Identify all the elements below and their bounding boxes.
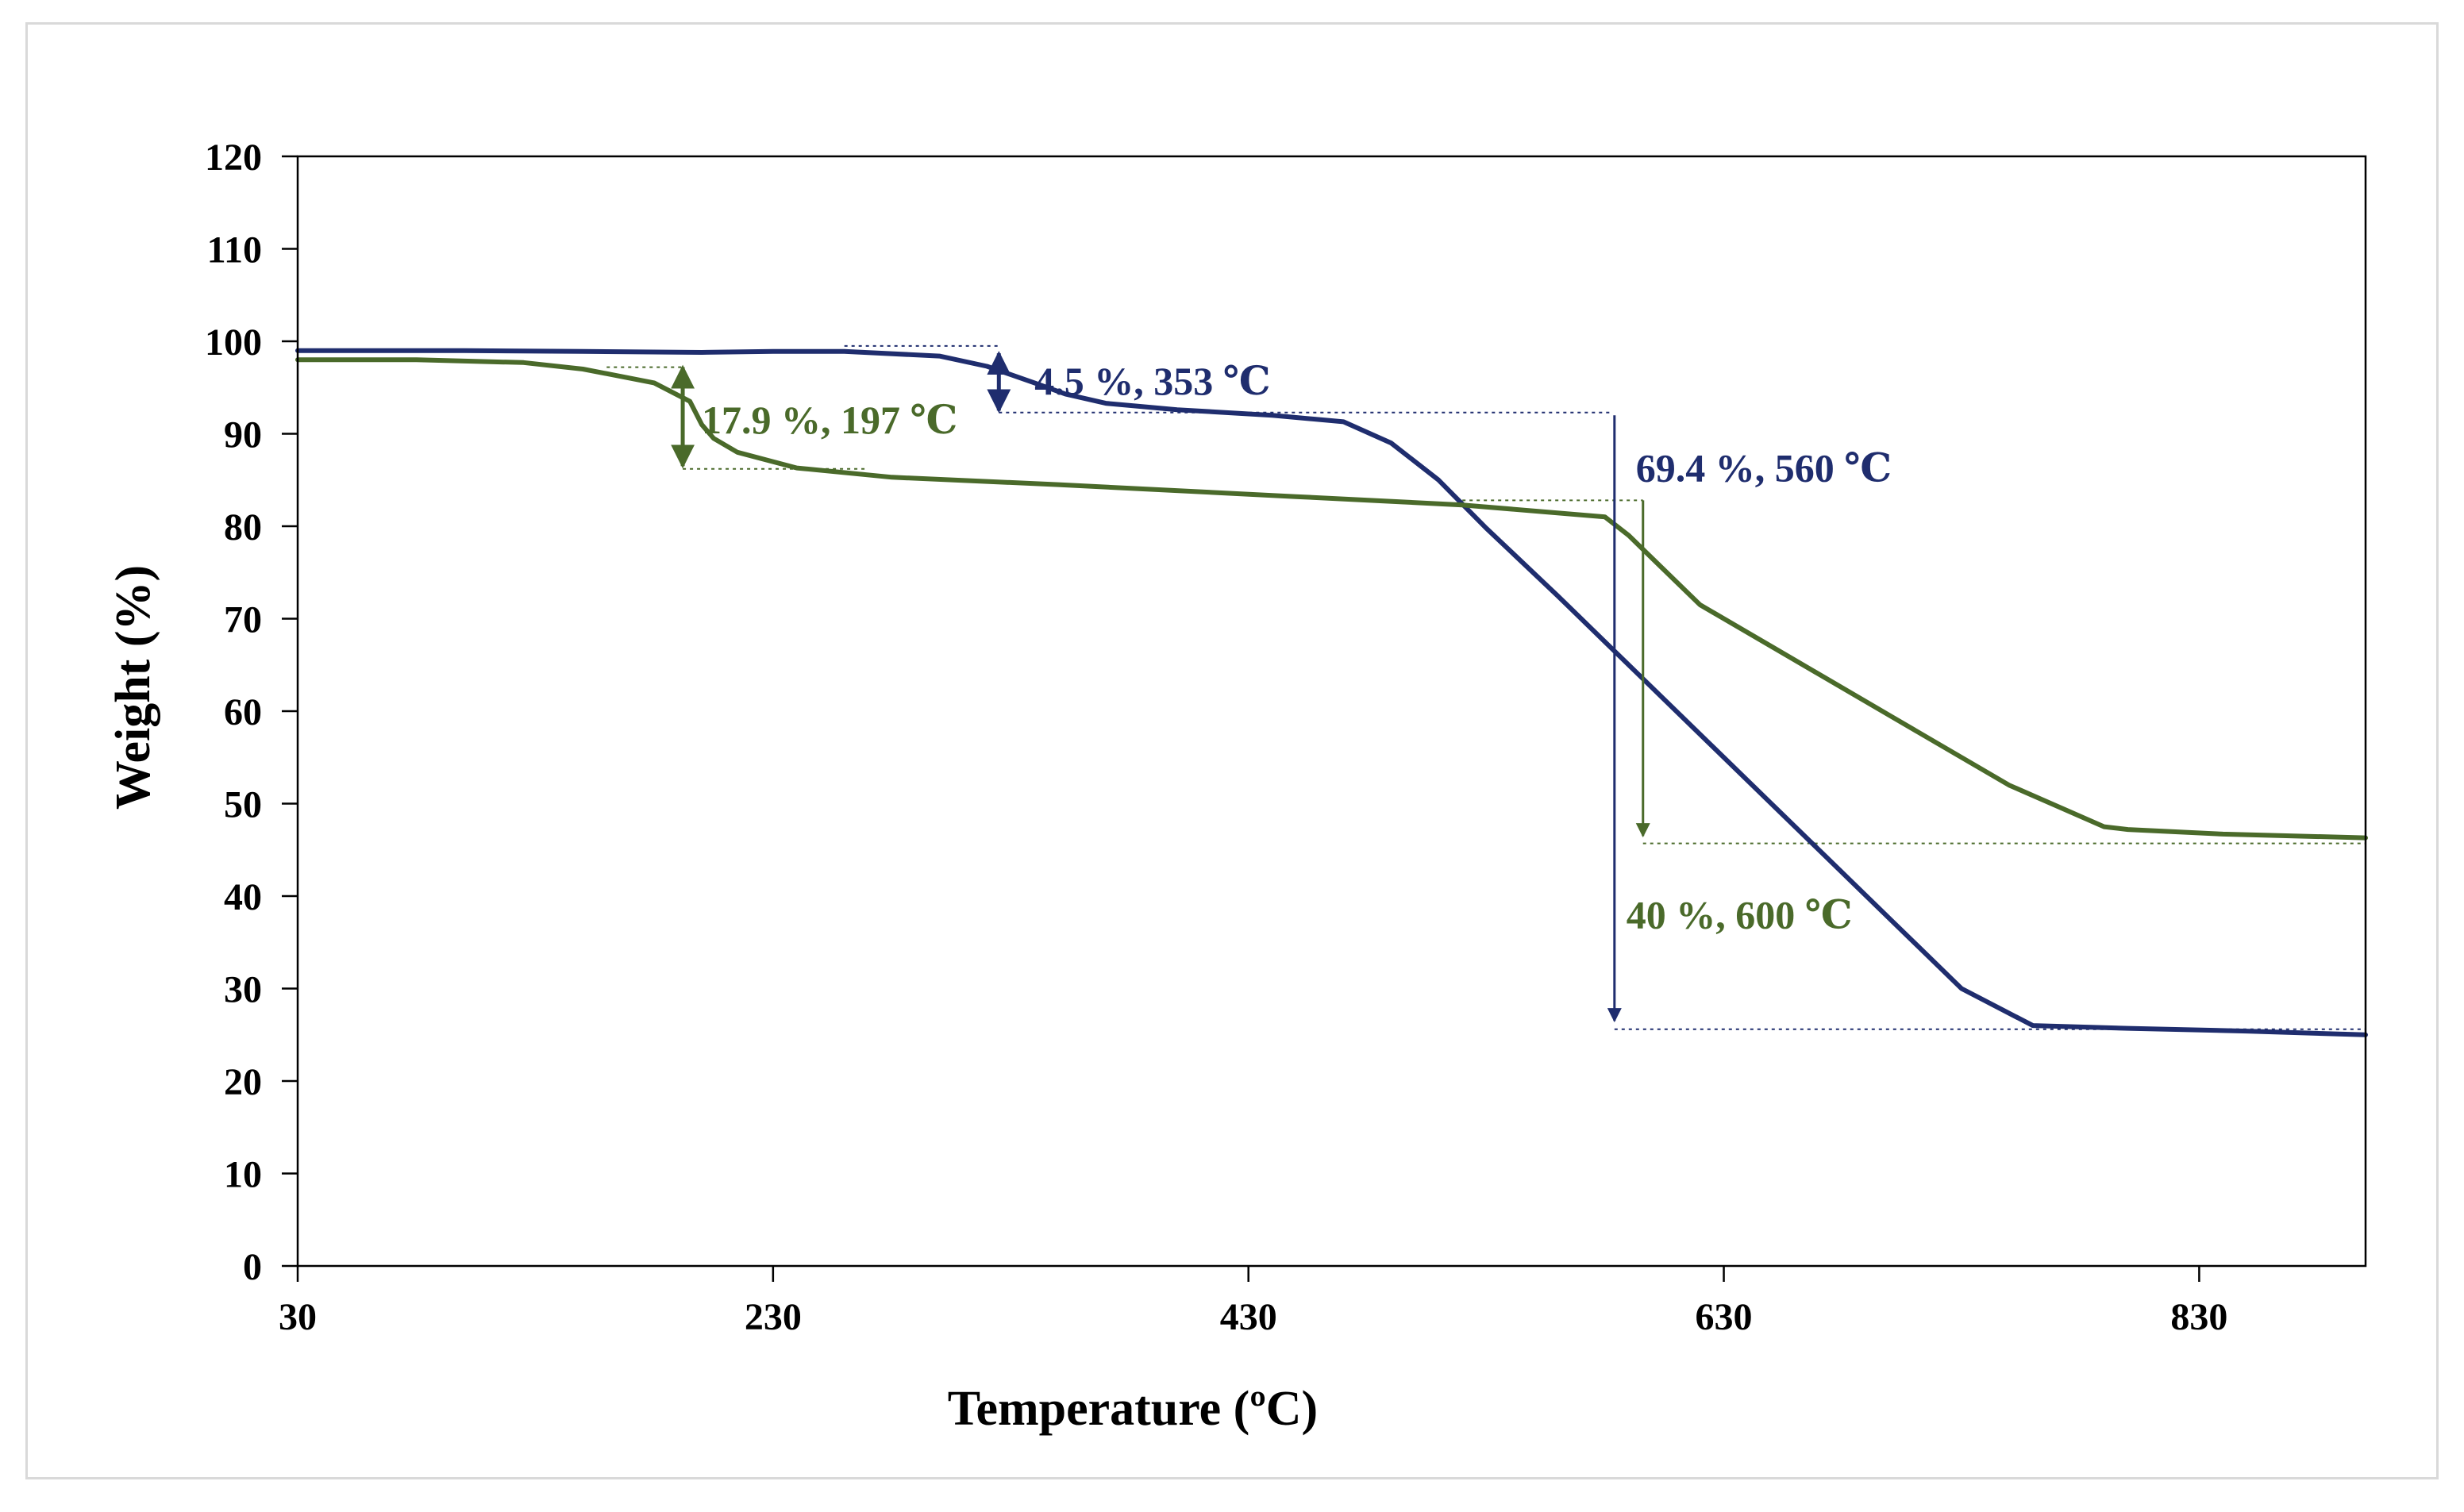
y-tick-label: 30	[224, 969, 262, 1011]
y-tick-label: 100	[205, 321, 262, 364]
annotation-label: 4.5 %, 353 ℃	[1034, 359, 1270, 403]
x-tick-label: 30	[279, 1296, 317, 1338]
series-layer	[295, 348, 2368, 1037]
y-axis-title: Weight (%)	[106, 565, 160, 810]
x-axis-title: Temperature (ºC)	[948, 1382, 1318, 1436]
y-tick-label: 0	[243, 1246, 262, 1288]
y-tick-label: 90	[224, 414, 262, 456]
y-tick-label: 40	[224, 876, 262, 918]
ticks-layer: 0 10 20 30 40 50 60 70 80 90 100 110 120 30 230 430 630 8…	[205, 137, 2227, 1338]
y-tick-label: 70	[224, 599, 262, 641]
arrows-layer	[671, 351, 1650, 1023]
y-tick-label: 110	[207, 229, 262, 271]
y-tick-label: 120	[205, 137, 262, 179]
y-tick-label: 60	[224, 691, 262, 733]
y-tick-label: 10	[224, 1154, 262, 1196]
x-tick-label: 430	[1220, 1296, 1277, 1338]
x-tick-label: 230	[745, 1296, 802, 1338]
annotation-label: 17.9 %, 197 ℃	[702, 398, 957, 442]
figure-frame	[25, 22, 2439, 1479]
annotation-label: 69.4 %, 560 ℃	[1636, 446, 1892, 491]
y-tick-label: 20	[224, 1061, 262, 1103]
annotation-label: 40 %, 600 ℃	[1627, 892, 1853, 937]
series-line-green	[295, 357, 2368, 841]
x-tick-label: 830	[2170, 1296, 2227, 1338]
reference-lines-layer	[606, 344, 2366, 1030]
x-tick-label: 630	[1696, 1296, 1753, 1338]
y-tick-label: 50	[224, 784, 262, 826]
plot-area-border	[296, 155, 2367, 1268]
labels-layer: 4.5 %, 353 ℃ 17.9 %, 197 ℃ 69.4 %, 560 ℃ 40…	[702, 359, 1892, 937]
series-line-navy	[295, 348, 2368, 1037]
y-tick-label: 80	[224, 506, 262, 548]
